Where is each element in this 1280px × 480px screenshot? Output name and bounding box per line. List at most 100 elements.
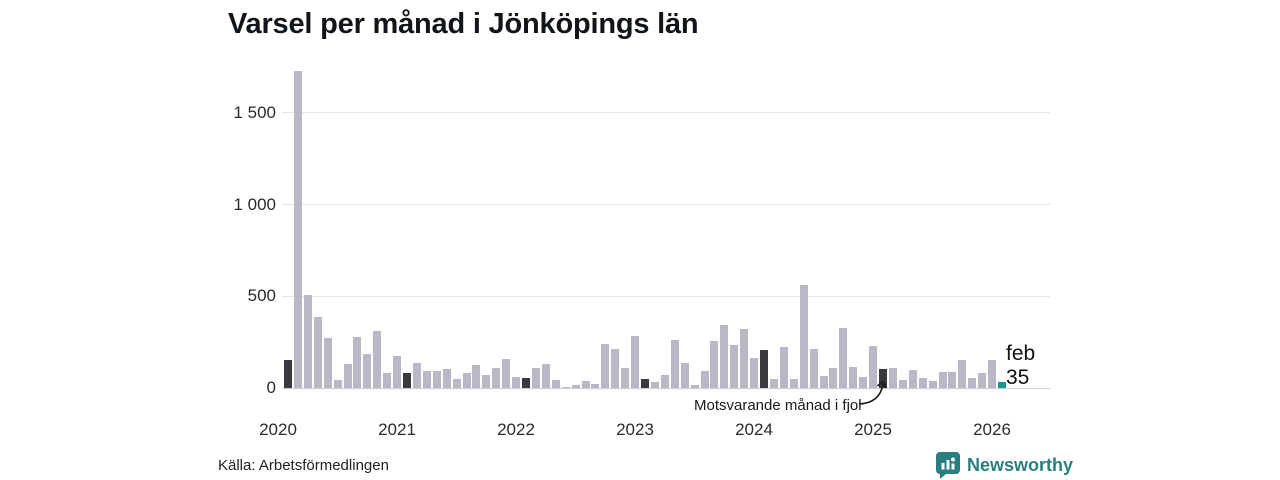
y-axis-tick-label-0: 0 [266,378,276,397]
bar-apr-2024 [779,346,788,388]
bar-mar-2021 [412,363,421,388]
bar-jul-2024 [809,349,818,388]
bar-dec-2020 [383,373,392,388]
bar-mar-2022 [531,367,540,388]
bar-nov-2022 [611,348,620,388]
bar-dec-2025 [978,372,987,388]
x-axis-year-label-2022: 2022 [497,420,535,439]
bar-okt-2022 [601,344,610,388]
y-axis-tick-label-1500: 1 500 [233,102,276,122]
bar-okt-2023 [720,324,729,388]
bar-maj-2021 [432,371,441,388]
bar-sep-2023 [710,341,719,388]
bar-maj-2024 [789,379,798,388]
bar-jun-2020 [323,338,332,388]
bar-sep-2022 [591,383,600,388]
x-axis-year-label-2025: 2025 [854,420,892,439]
bar-maj-2025 [908,369,917,388]
bar-feb-2022 [522,378,530,388]
bar-nov-2021 [492,368,501,388]
bar-sep-2020 [353,336,362,388]
bar-mar-2025 [888,367,897,388]
current-month-label: feb 35 [1006,342,1035,390]
bar-aug-2024 [819,376,828,388]
newsworthy-logo-icon [936,452,960,479]
gridline-1500 [282,112,1050,114]
x-axis-year-label-2023: 2023 [616,420,654,439]
bar-feb-2024 [760,350,768,388]
bar-okt-2024 [839,328,848,388]
source-label: Källa: Arbetsförmedlingen [218,457,389,474]
bar-nov-2024 [849,366,858,388]
bar-mar-2024 [769,379,778,388]
bar-dec-2023 [740,329,749,388]
bar-dec-2022 [621,367,630,388]
newsworthy-logo: Newsworthy [936,452,1073,479]
bar-maj-2023 [670,340,679,388]
bar-jun-2025 [918,377,927,388]
bar-jul-2025 [928,380,937,388]
annotation-label: Motsvarande månad i fjol [694,397,862,414]
bar-maj-2022 [551,379,560,388]
x-axis-year-label-2021: 2021 [378,420,416,439]
bar-okt-2020 [363,354,372,388]
bar-aug-2020 [343,364,352,388]
bar-jan-2022 [512,376,521,388]
bar-sep-2021 [472,365,481,388]
x-axis-year-label-2026: 2026 [973,420,1011,439]
x-axis-year-label-2024: 2024 [735,420,773,439]
bar-mar-2020 [293,70,302,388]
gridline-1000 [282,204,1050,206]
bar-aug-2023 [700,371,709,388]
bar-aug-2025 [938,372,947,388]
bar-sep-2024 [829,368,838,388]
bar-jul-2023 [690,385,699,388]
current-month-name: feb [1006,342,1036,365]
bar-okt-2021 [482,374,491,388]
bar-feb-2020 [284,359,292,388]
y-axis-tick-label-1000: 1 000 [233,194,276,214]
bar-maj-2020 [313,317,322,388]
bar-okt-2025 [958,360,967,388]
bar-apr-2022 [541,364,550,388]
bar-jan-2024 [750,357,759,388]
bar-mar-2023 [650,382,659,388]
bar-nov-2025 [968,377,977,388]
bar-jan-2025 [869,345,878,388]
bar-aug-2021 [462,373,471,388]
bar-nov-2023 [730,344,739,388]
bar-jun-2022 [561,387,570,388]
gridline-500 [282,295,1050,297]
bar-feb-2025 [879,368,887,388]
bar-jul-2021 [452,379,461,388]
bar-jan-2021 [393,355,402,388]
gridline-0 [282,387,1050,389]
bar-aug-2022 [581,380,590,388]
bar-jun-2021 [442,368,451,388]
x-axis-year-label-2020: 2020 [259,420,297,439]
bar-apr-2023 [660,375,669,388]
bar-jun-2024 [799,285,808,388]
bar-feb-2021 [403,373,411,388]
page-title: Varsel per månad i Jönköpings län [228,8,699,40]
bar-jul-2020 [333,379,342,388]
bar-apr-2021 [422,371,431,388]
current-month-value: 35 [1006,366,1030,389]
annotation-arrow-icon [858,380,887,405]
bar-apr-2020 [303,295,312,388]
bar-feb-2026 [998,381,1006,388]
newsworthy-logo-text: Newsworthy [967,455,1074,475]
bar-nov-2020 [373,331,382,388]
bar-jan-2026 [988,359,997,388]
bar-dec-2021 [502,359,511,388]
bar-feb-2023 [641,379,649,388]
bar-sep-2025 [948,372,957,388]
bar-dec-2024 [859,376,868,388]
bar-jul-2022 [571,385,580,388]
bar-apr-2025 [898,379,907,388]
y-axis-tick-label-500: 500 [247,286,276,306]
bar-jun-2023 [680,362,689,388]
bar-jan-2023 [631,335,640,388]
